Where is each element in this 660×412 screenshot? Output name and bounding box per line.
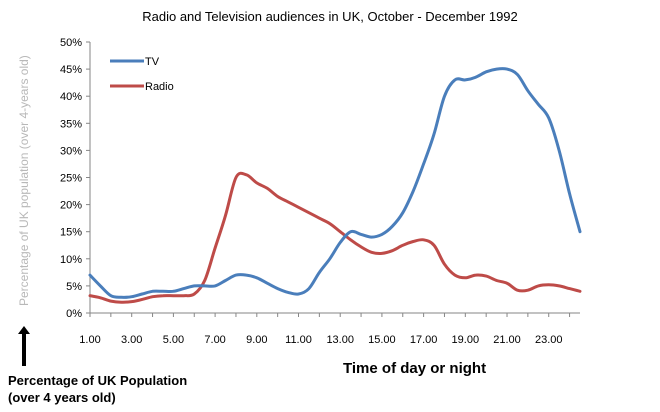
y-tick-label: 5% (66, 281, 82, 293)
x-tick-label: 7.00 (204, 334, 225, 346)
series-layer (88, 67, 582, 304)
y-tick-label: 20% (60, 200, 82, 212)
x-tick-label: 23.00 (535, 334, 563, 346)
side-annotation-line-1: Percentage of UK Population (8, 373, 188, 388)
legend: TV Radio (110, 56, 174, 93)
x-tick-label: 13.00 (326, 334, 354, 346)
y-tick-label: 50% (60, 37, 82, 49)
x-tick-label: 5.00 (163, 334, 184, 346)
legend-label-radio: Radio (145, 81, 174, 93)
x-tick-label: 3.00 (121, 334, 142, 346)
x-tick-label: 1.00 (79, 334, 100, 346)
x-tick-label: 21.00 (493, 334, 521, 346)
x-tick-label: 17.00 (410, 334, 438, 346)
y-tick-label: 45% (60, 64, 82, 76)
y-tick-label: 30% (60, 145, 82, 157)
y-tick-label: 40% (60, 91, 82, 103)
chart-title: Radio and Television audiences in UK, Oc… (142, 9, 518, 24)
y-tick-label: 25% (60, 173, 82, 185)
legend-label-tv: TV (145, 56, 160, 68)
x-tick-label: 19.00 (452, 334, 480, 346)
y-tick-label: 15% (60, 227, 82, 239)
y-axis: 0% 5% 10% 15% 20% 25% 30% 35% 40% 45% 50% (60, 37, 91, 320)
up-arrow-icon (18, 326, 30, 366)
y-tick-label: 10% (60, 254, 82, 266)
y-axis-title: Percentage of UK population (over 4-year… (17, 54, 31, 306)
series-line-radio (88, 171, 582, 304)
series-line-tv (88, 67, 582, 299)
y-tick-label: 0% (66, 308, 82, 320)
x-tick-label: 15.00 (368, 334, 396, 346)
side-annotation: Percentage of UK Population (over 4 year… (8, 372, 187, 406)
x-tick-label: 11.00 (285, 334, 312, 346)
side-annotation-line-2: (over 4 years old) (8, 390, 116, 405)
y-tick-label: 35% (60, 118, 82, 130)
x-axis: 1.00 3.00 5.00 7.00 9.00 11.00 13.00 15.00 17.00… (79, 312, 580, 346)
x-axis-title: Time of day or night (343, 360, 487, 377)
x-tick-label: 9.00 (246, 334, 267, 346)
